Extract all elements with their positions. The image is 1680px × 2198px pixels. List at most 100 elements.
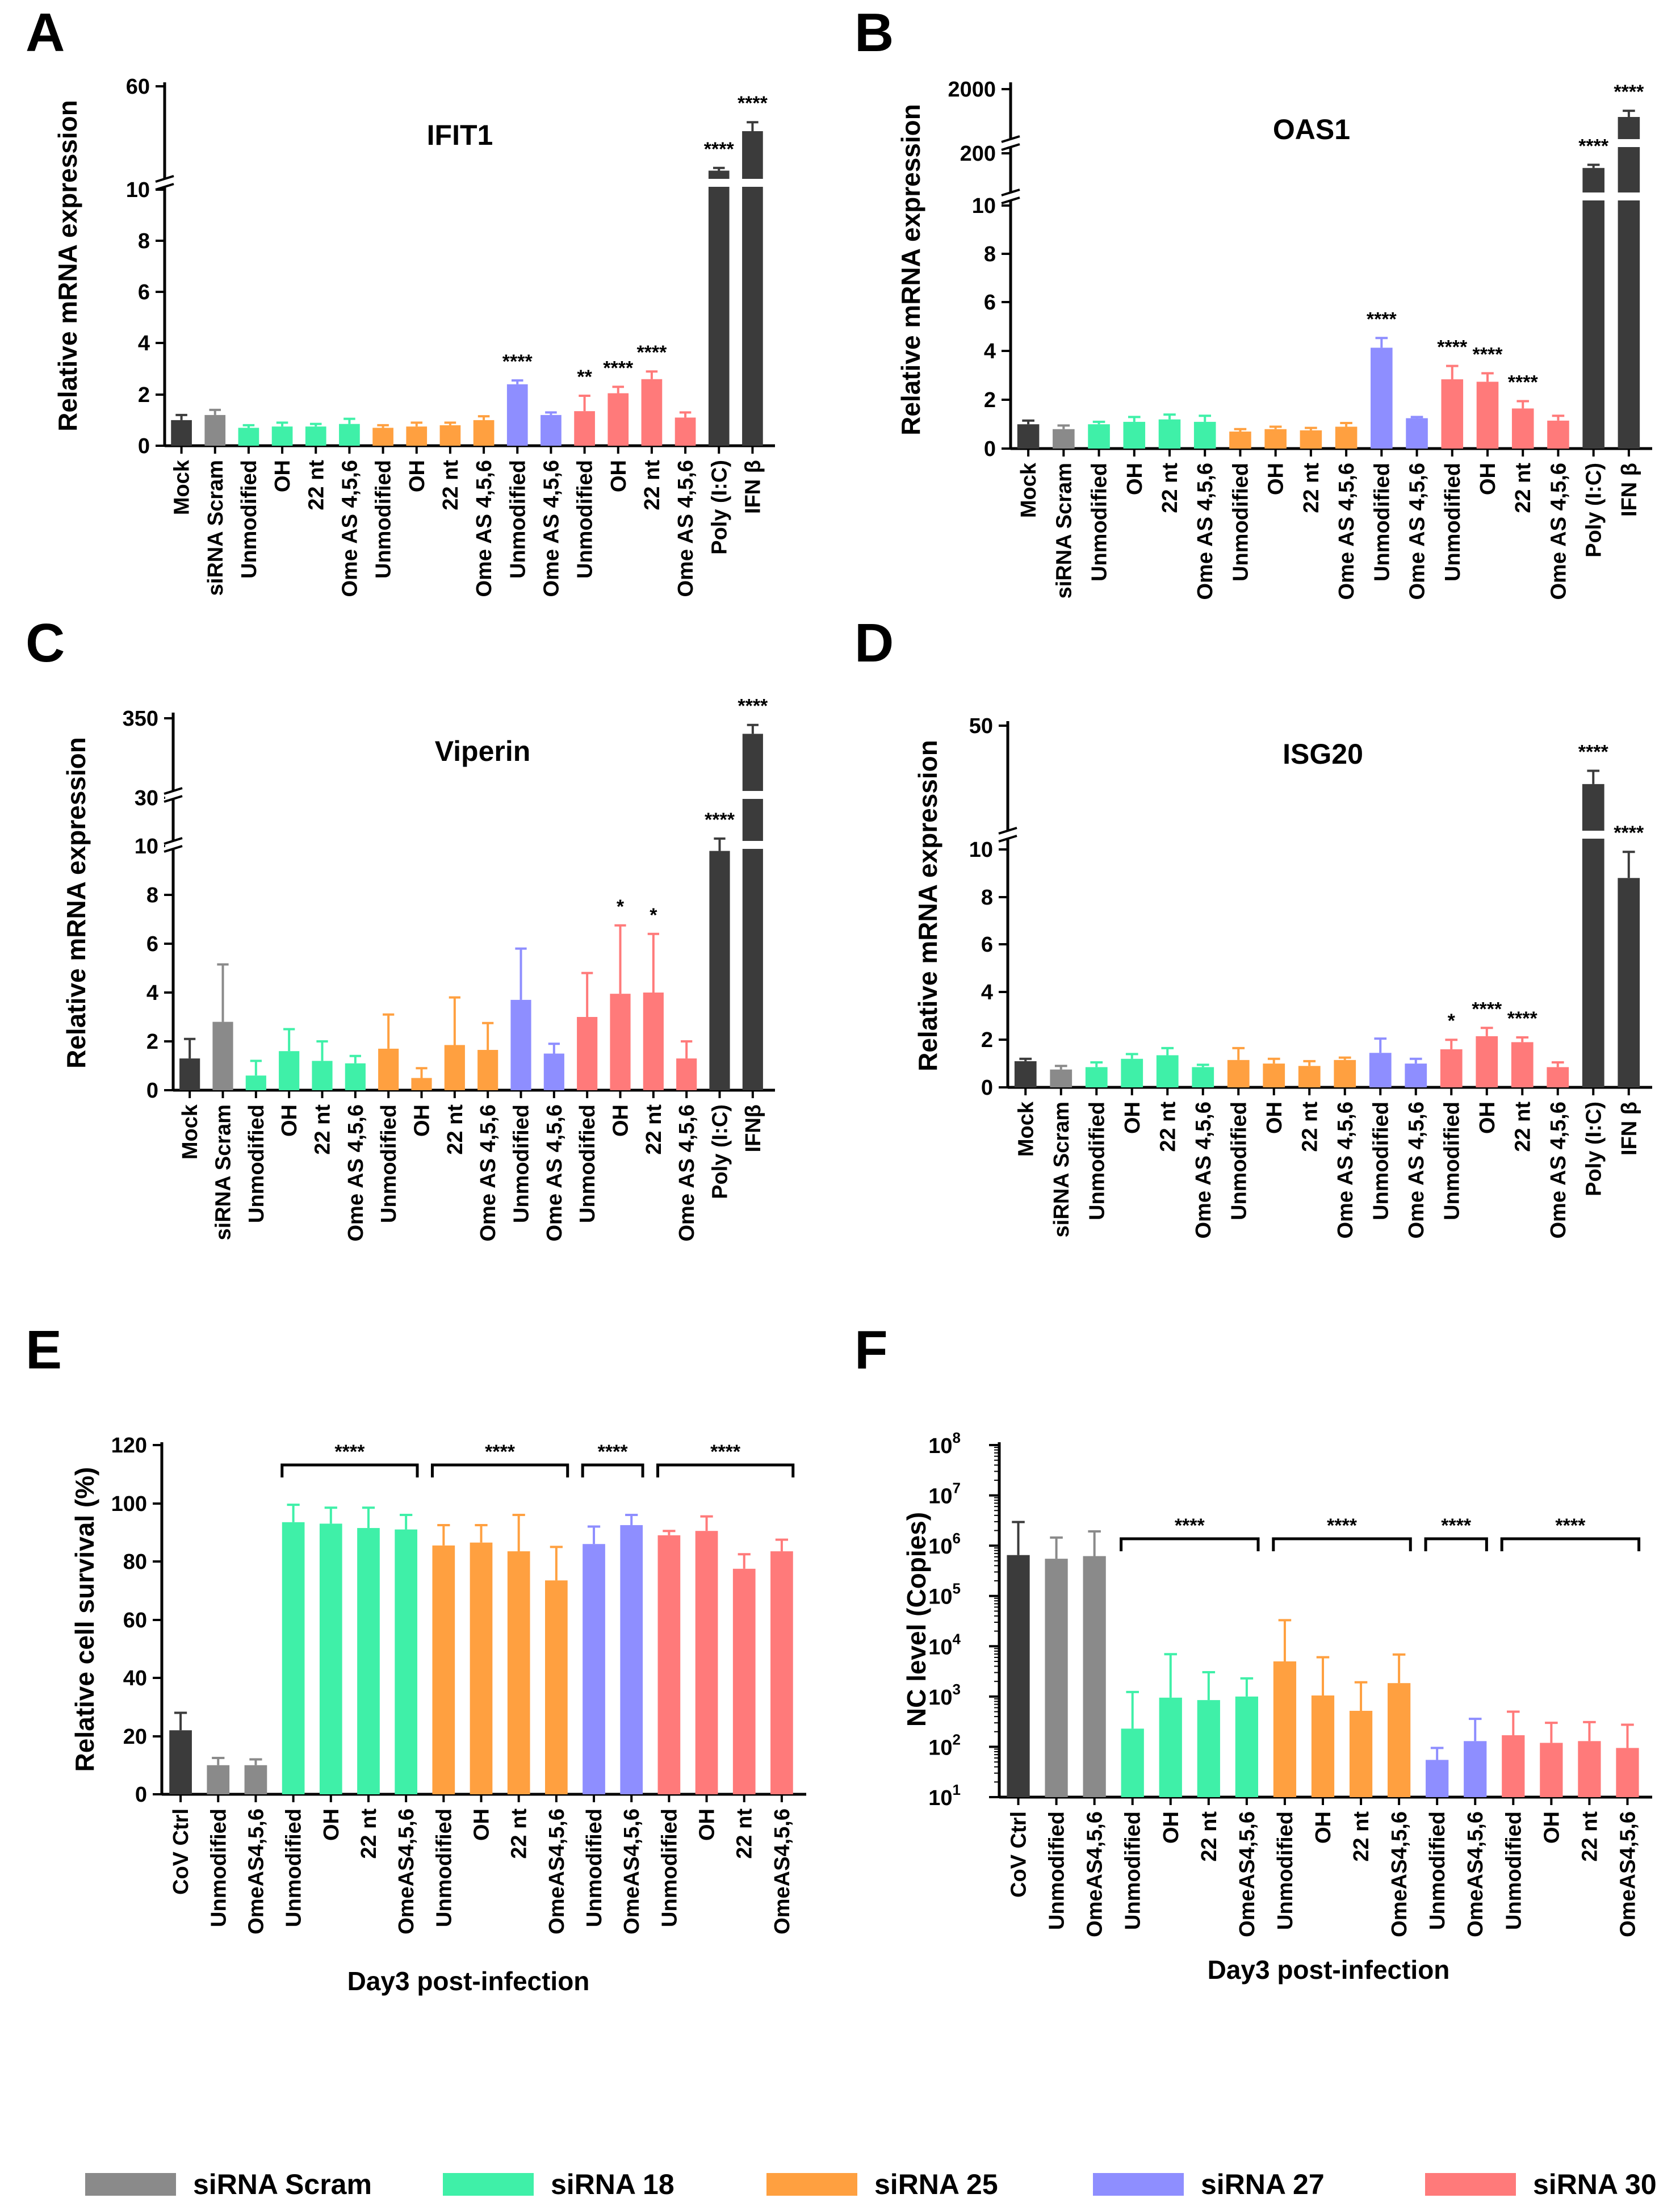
- category-label: OH: [607, 460, 631, 492]
- bar: [1618, 117, 1640, 449]
- category-label: Ome AS 4,5,6: [539, 460, 563, 597]
- category-label: Ome AS 4,5,6: [1193, 463, 1217, 600]
- significance-label: ****: [1508, 372, 1539, 393]
- significance-bracket: [280, 1463, 419, 1477]
- category-label: siRNA Scram: [1050, 1102, 1074, 1237]
- category-label: Ome AS 4,5,6: [1406, 463, 1430, 600]
- bar: [179, 1058, 200, 1090]
- panel-e: E Relative cell survival (%) 0 20 40 60 80 100 1…: [26, 1320, 806, 1996]
- bar: [1158, 419, 1181, 449]
- category-label: Unmodified: [1440, 1102, 1464, 1220]
- bracket-label: ****: [1327, 1515, 1358, 1536]
- y-tick-exponent: 2: [953, 1731, 961, 1748]
- panel-letter: D: [854, 613, 894, 673]
- category-label: OH: [1123, 463, 1147, 495]
- significance-label: ****: [1367, 308, 1397, 330]
- category-label: IFNβ: [741, 1104, 765, 1152]
- significance-bracket: [1500, 1537, 1641, 1551]
- bar: [1156, 1055, 1179, 1087]
- y-tick-label: 60: [123, 1609, 147, 1632]
- bar: [577, 1017, 598, 1090]
- y-tick-label: 108: [928, 1429, 961, 1458]
- bar: [204, 415, 226, 446]
- category-label: OmeAS4,5,6: [1083, 1811, 1107, 1937]
- bar: [1369, 1053, 1392, 1087]
- category-label: OmeAS4,5,6: [545, 1808, 569, 1935]
- bar: [545, 1580, 568, 1794]
- category-label: OH: [320, 1808, 343, 1841]
- chart-title: OAS1: [1273, 114, 1350, 145]
- category-label: OmeAS4,5,6: [244, 1808, 268, 1935]
- category-label: Unmodified: [1088, 463, 1112, 581]
- y-tick-exponent: 5: [953, 1580, 961, 1597]
- y-tick-label: 10: [126, 178, 150, 202]
- y-tick-label: 2: [138, 383, 150, 407]
- category-label: 22 nt: [1158, 463, 1182, 513]
- bar: [543, 1053, 564, 1090]
- category-label: Mock: [170, 459, 194, 515]
- y-tick-label: 106: [928, 1530, 961, 1559]
- bar: [1476, 382, 1499, 449]
- panel-letter: C: [26, 613, 65, 673]
- bar: [1578, 1741, 1601, 1797]
- category-label: OmeAS4,5,6: [770, 1808, 794, 1935]
- category-label: siRNA Scram: [212, 1104, 236, 1240]
- category-label: Unmodified: [1273, 1811, 1297, 1930]
- category-label: Unmodified: [1502, 1811, 1526, 1930]
- significance-bracket: [1120, 1537, 1260, 1551]
- y-tick-label: 8: [138, 229, 150, 253]
- bar: [1476, 1036, 1498, 1087]
- bar: [207, 1765, 230, 1794]
- bar: [610, 994, 631, 1090]
- legend-label: siRNA Scram: [193, 2168, 372, 2198]
- y-tick-label: 8: [981, 886, 993, 910]
- bar: [244, 1765, 267, 1794]
- bar: [319, 1523, 342, 1794]
- category-label: Unmodified: [573, 460, 597, 579]
- bar: [1263, 1064, 1285, 1087]
- bar: [1088, 424, 1110, 449]
- bar-break-gap: [741, 841, 764, 849]
- y-tick-base: 10: [928, 1434, 952, 1458]
- bar: [507, 1551, 530, 1794]
- bar: [742, 131, 763, 446]
- bar: [1159, 1697, 1182, 1797]
- bar: [1616, 1748, 1639, 1797]
- category-label: 22 nt: [1511, 1102, 1535, 1152]
- category-label: Ome AS 4,5,6: [1547, 1102, 1570, 1239]
- legend-swatch: [443, 2173, 534, 2196]
- category-label: OH: [609, 1104, 633, 1137]
- bar-break-gap: [1581, 192, 1606, 200]
- bar: [1123, 421, 1146, 449]
- y-tick-label: 40: [123, 1667, 147, 1690]
- category-label: OH: [271, 460, 295, 492]
- bar-break-gap: [707, 179, 731, 187]
- y-tick-label: 4: [146, 981, 158, 1005]
- significance-label: ****: [1472, 998, 1502, 1020]
- category-label: OH: [1159, 1811, 1183, 1844]
- category-label: OH: [696, 1808, 719, 1841]
- axis-break-mark: [998, 827, 1017, 835]
- bar: [708, 170, 730, 446]
- bar: [1502, 1735, 1525, 1797]
- bar: [1053, 429, 1075, 449]
- legend: siRNA Scram siRNA 18 siRNA 25 siRNA 27 siRNA…: [85, 2168, 1657, 2198]
- category-label: OH: [1264, 463, 1288, 495]
- bar: [238, 428, 259, 446]
- panel-letter: A: [26, 2, 65, 63]
- category-label: Unmodified: [576, 1104, 600, 1223]
- significance-label: ****: [1473, 344, 1503, 365]
- bar: [477, 1050, 498, 1090]
- bar: [1388, 1683, 1411, 1797]
- y-tick-label: 104: [928, 1630, 961, 1659]
- y-tick-label: 10: [135, 835, 158, 859]
- category-label: Unmodified: [1370, 463, 1394, 581]
- legend-label: siRNA 18: [551, 2168, 674, 2198]
- y-tick-label: 30: [135, 786, 158, 810]
- category-label: 22 nt: [304, 460, 328, 510]
- bar-break-gap: [1581, 831, 1606, 839]
- category-label: Mock: [1017, 462, 1041, 518]
- bar: [510, 999, 531, 1090]
- category-label: Unmodified: [1426, 1811, 1449, 1930]
- bracket-label: ****: [485, 1441, 516, 1463]
